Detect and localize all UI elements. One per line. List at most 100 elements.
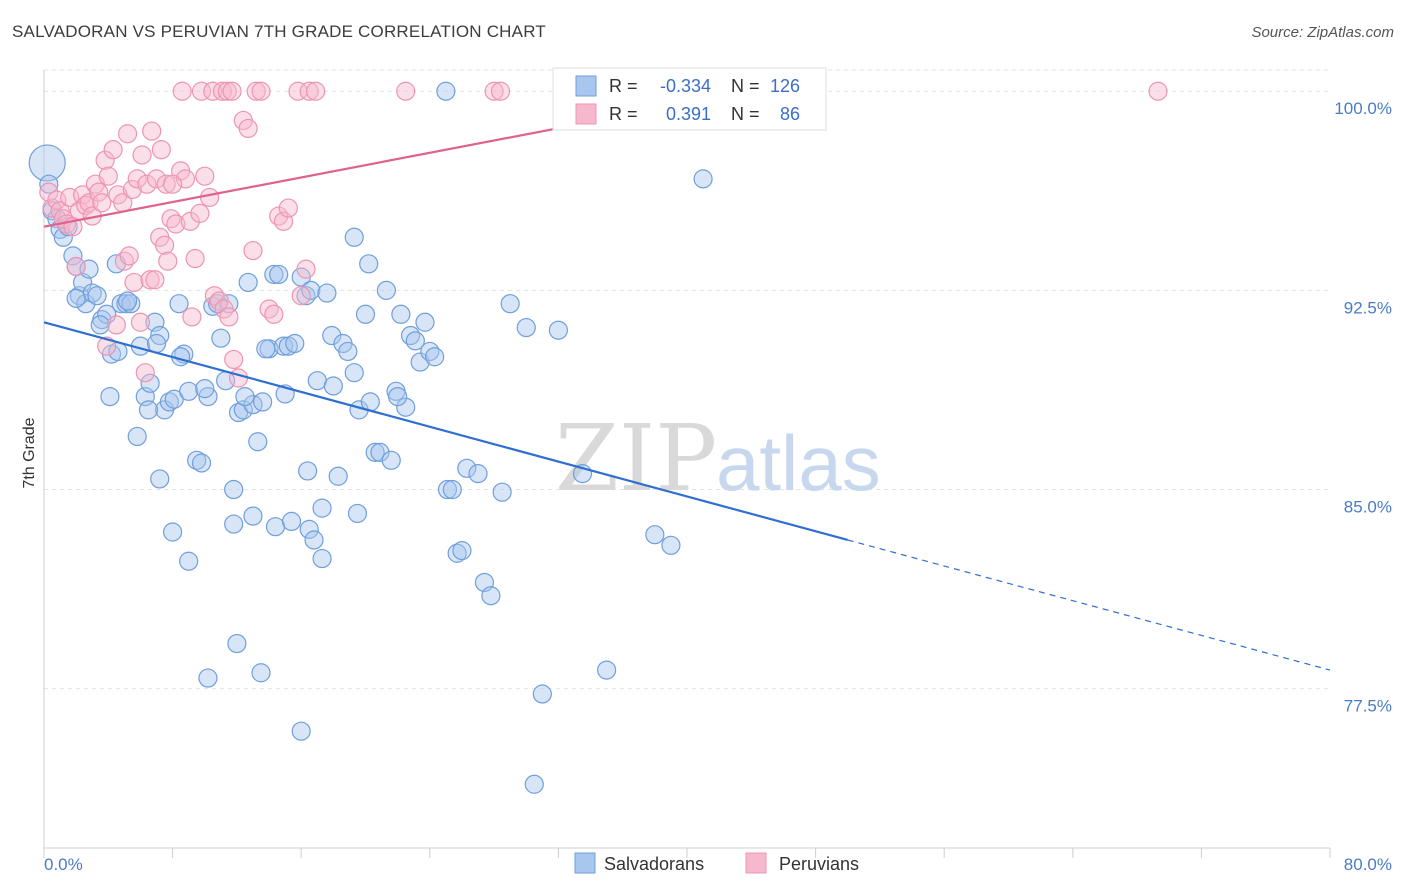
peruvian-point bbox=[130, 312, 151, 332]
salvadoran-point bbox=[179, 551, 199, 571]
legend-n-value-1: 126 bbox=[770, 76, 800, 96]
y-tick-label: 100.0% bbox=[1334, 99, 1392, 118]
peruvian-point bbox=[182, 307, 202, 327]
peruvian-point bbox=[122, 179, 143, 200]
peruvian-point bbox=[39, 182, 59, 202]
peruvian-point bbox=[278, 198, 298, 218]
peruvian-point bbox=[166, 214, 186, 234]
salvadoran-point bbox=[457, 458, 477, 478]
legend-r-value-2: 0.391 bbox=[666, 104, 711, 124]
peruvian-point bbox=[76, 195, 96, 216]
series-legend-swatch-peruvians bbox=[745, 852, 767, 874]
salvadorans-trend-line bbox=[43, 321, 849, 542]
salvadoran-point bbox=[437, 479, 458, 500]
peruvian-point bbox=[95, 150, 115, 170]
salvadoran-point bbox=[66, 288, 86, 308]
peruvian-point bbox=[291, 286, 311, 306]
peruvians-points bbox=[39, 81, 1168, 388]
chart-title: SALVADORAN VS PERUVIAN 7TH GRADE CORRELA… bbox=[12, 22, 546, 41]
series-legend-peruvians: Peruvians bbox=[779, 854, 859, 874]
salvadoran-point bbox=[191, 453, 212, 473]
peruvian-point bbox=[66, 256, 86, 277]
peruvian-point bbox=[158, 251, 178, 271]
peruvian-point bbox=[296, 259, 316, 279]
y-tick-label: 77.5% bbox=[1344, 697, 1392, 716]
salvadoran-point bbox=[312, 498, 332, 518]
peruvian-point bbox=[180, 211, 200, 231]
salvadoran-point bbox=[264, 264, 284, 285]
series-legend-swatch-salvadorans bbox=[574, 852, 596, 874]
peruvian-point bbox=[490, 81, 511, 101]
peruvian-point bbox=[145, 270, 165, 290]
chart-source: Source: ZipAtlas.com bbox=[1251, 24, 1394, 41]
peruvian-point bbox=[299, 81, 319, 101]
salvadoran-point bbox=[388, 387, 408, 407]
peruvian-point bbox=[219, 307, 239, 327]
legend-r-label-2: R = bbox=[609, 104, 638, 124]
salvadoran-point bbox=[365, 442, 385, 462]
peruvian-point bbox=[191, 81, 212, 101]
x-tick-label-end: 80.0% bbox=[1344, 855, 1392, 874]
salvadoran-point bbox=[405, 331, 425, 351]
peruvian-point bbox=[72, 185, 93, 205]
peruvian-point bbox=[119, 246, 139, 266]
salvadoran-point bbox=[299, 519, 319, 539]
salvadoran-point bbox=[90, 315, 110, 335]
salvadoran-point bbox=[301, 280, 321, 300]
peruvian-point bbox=[106, 315, 126, 335]
salvadoran-point bbox=[100, 387, 120, 407]
salvadoran-point bbox=[344, 363, 364, 383]
salvadoran-point bbox=[238, 272, 258, 293]
salvadoran-point bbox=[269, 264, 289, 285]
peruvian-point bbox=[396, 81, 416, 101]
watermark: ZIP atlas bbox=[555, 405, 881, 512]
salvadoran-point bbox=[338, 341, 358, 362]
peruvian-point bbox=[140, 270, 160, 290]
salvadoran-point bbox=[291, 721, 311, 741]
salvadoran-point bbox=[211, 328, 231, 348]
peruvian-point bbox=[224, 349, 244, 370]
series-legend-salvadorans: Salvadorans bbox=[604, 854, 704, 874]
legend-swatch-salvadorans bbox=[575, 75, 597, 97]
peruvian-point bbox=[199, 187, 220, 208]
peruvian-point bbox=[117, 124, 138, 144]
peruvian-point bbox=[135, 363, 155, 383]
peruvian-point bbox=[124, 272, 144, 293]
peruvian-point bbox=[222, 81, 242, 101]
peruvian-point bbox=[306, 81, 326, 101]
peruvian-point bbox=[89, 182, 109, 202]
peruvian-point bbox=[172, 81, 192, 101]
salvadoran-point bbox=[532, 684, 552, 704]
x-tick-label-start: 0.0% bbox=[44, 855, 83, 874]
peruvian-point bbox=[103, 140, 123, 160]
peruvian-point bbox=[142, 121, 162, 141]
salvadoran-point bbox=[442, 479, 462, 500]
salvadoran-point bbox=[63, 246, 83, 266]
salvadoran-point bbox=[76, 294, 96, 314]
salvadoran-point bbox=[322, 325, 342, 346]
y-tick-label: 85.0% bbox=[1344, 498, 1392, 517]
legend-n-value-2: 86 bbox=[780, 104, 800, 124]
salvadoran-point bbox=[381, 450, 401, 470]
peruvian-point bbox=[132, 145, 152, 165]
salvadorans-trend-extension bbox=[847, 539, 1331, 671]
salvadoran-point bbox=[248, 432, 268, 452]
salvadoran-point bbox=[179, 381, 199, 401]
peruvian-point bbox=[97, 336, 117, 356]
salvadoran-point bbox=[391, 304, 411, 324]
salvadoran-point bbox=[235, 387, 255, 407]
peruvian-point bbox=[195, 166, 215, 186]
peruvian-point bbox=[238, 118, 258, 139]
salvadoran-point bbox=[312, 548, 332, 569]
salvadoran-point bbox=[376, 280, 396, 300]
salvadoran-point bbox=[138, 400, 159, 420]
y-tick-labels: 77.5% 85.0% 92.5% 100.0% bbox=[1334, 99, 1392, 715]
peruvian-point bbox=[243, 240, 263, 261]
legend-box bbox=[552, 67, 827, 131]
peruvian-point bbox=[92, 193, 112, 213]
peruvian-point bbox=[163, 174, 183, 194]
salvadoran-point bbox=[253, 392, 273, 412]
legend-r-label-1: R = bbox=[609, 76, 638, 96]
salvadoran-point bbox=[328, 466, 348, 486]
